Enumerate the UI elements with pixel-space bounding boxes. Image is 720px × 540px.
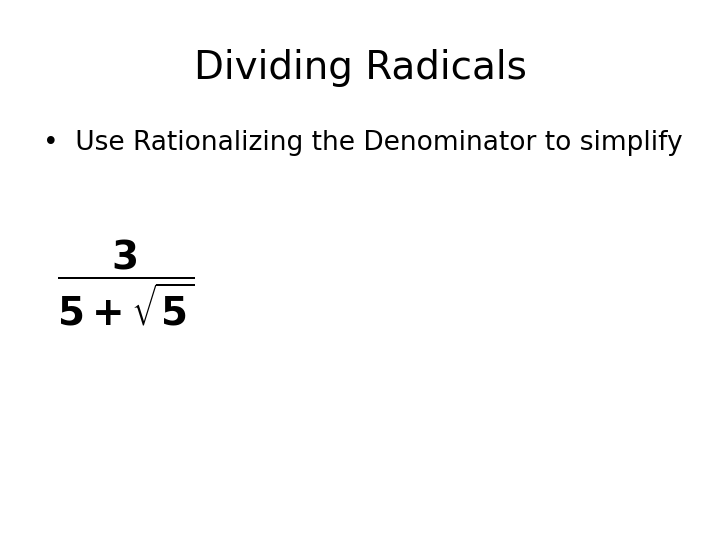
Text: •  Use Rationalizing the Denominator to simplify: • Use Rationalizing the Denominator to s… (43, 130, 683, 156)
Text: $\dfrac{\mathbf{3}}{\mathbf{5+\sqrt{5}}}$: $\dfrac{\mathbf{3}}{\mathbf{5+\sqrt{5}}}… (58, 238, 194, 328)
Text: Dividing Radicals: Dividing Radicals (194, 49, 526, 86)
